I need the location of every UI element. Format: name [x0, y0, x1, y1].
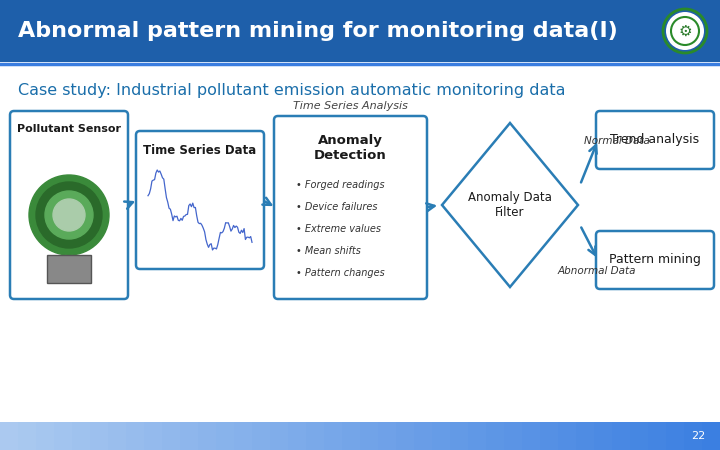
Bar — [666, 422, 685, 450]
Text: ⚙: ⚙ — [678, 23, 692, 39]
Bar — [234, 422, 253, 450]
Circle shape — [29, 175, 109, 255]
Text: Abnormal pattern mining for monitoring data(I): Abnormal pattern mining for monitoring d… — [18, 21, 618, 41]
Bar — [576, 422, 595, 450]
Bar — [468, 422, 487, 450]
Bar — [162, 422, 181, 450]
Circle shape — [45, 191, 93, 239]
Bar — [288, 422, 307, 450]
Text: Anomaly
Detection: Anomaly Detection — [314, 134, 387, 162]
Bar — [540, 422, 559, 450]
Text: Case study: Industrial pollutant emission automatic monitoring data: Case study: Industrial pollutant emissio… — [18, 82, 565, 98]
Text: Trend analysis: Trend analysis — [611, 134, 700, 147]
Bar — [378, 422, 397, 450]
Bar — [90, 422, 109, 450]
Text: Abnormal Data: Abnormal Data — [558, 266, 636, 276]
Text: 22: 22 — [690, 431, 705, 441]
Bar — [486, 422, 505, 450]
Text: Time Series Data: Time Series Data — [143, 144, 256, 158]
FancyBboxPatch shape — [10, 111, 128, 299]
Text: Time Series Analysis: Time Series Analysis — [293, 101, 408, 111]
Bar — [108, 422, 127, 450]
Bar — [648, 422, 667, 450]
Bar — [360, 422, 379, 450]
Polygon shape — [442, 123, 578, 287]
Bar — [450, 422, 469, 450]
Circle shape — [53, 199, 85, 231]
Bar — [252, 422, 271, 450]
Bar — [612, 422, 631, 450]
Bar — [216, 422, 235, 450]
Text: Pattern mining: Pattern mining — [609, 253, 701, 266]
FancyBboxPatch shape — [136, 131, 264, 269]
Bar — [180, 422, 199, 450]
Bar — [0, 0, 720, 62]
Bar — [126, 422, 145, 450]
Bar — [36, 422, 55, 450]
Text: • Device failures: • Device failures — [296, 202, 377, 212]
Bar — [630, 422, 649, 450]
FancyBboxPatch shape — [274, 116, 427, 299]
Bar — [594, 422, 613, 450]
Bar — [342, 422, 361, 450]
Text: Pollutant Sensor: Pollutant Sensor — [17, 124, 121, 134]
Bar — [18, 422, 37, 450]
Text: Anomaly Data
Filter: Anomaly Data Filter — [468, 191, 552, 219]
Bar — [522, 422, 541, 450]
Circle shape — [36, 182, 102, 248]
Bar — [702, 422, 720, 450]
Bar — [432, 422, 451, 450]
Circle shape — [666, 12, 704, 50]
Bar — [414, 422, 433, 450]
Bar — [324, 422, 343, 450]
Bar — [684, 422, 703, 450]
Bar — [270, 422, 289, 450]
FancyBboxPatch shape — [596, 231, 714, 289]
Bar — [72, 422, 91, 450]
Bar — [144, 422, 163, 450]
Bar — [396, 422, 415, 450]
Bar — [198, 422, 217, 450]
Text: • Pattern changes: • Pattern changes — [296, 268, 384, 278]
Bar — [306, 422, 325, 450]
Bar — [47, 255, 91, 283]
Bar — [558, 422, 577, 450]
Text: • Mean shifts: • Mean shifts — [296, 246, 361, 256]
Text: • Extreme values: • Extreme values — [296, 224, 381, 234]
Bar — [0, 422, 19, 450]
Text: Normal Data: Normal Data — [584, 136, 650, 146]
FancyBboxPatch shape — [596, 111, 714, 169]
Bar — [504, 422, 523, 450]
Text: • Forged readings: • Forged readings — [296, 180, 384, 190]
Bar — [54, 422, 73, 450]
